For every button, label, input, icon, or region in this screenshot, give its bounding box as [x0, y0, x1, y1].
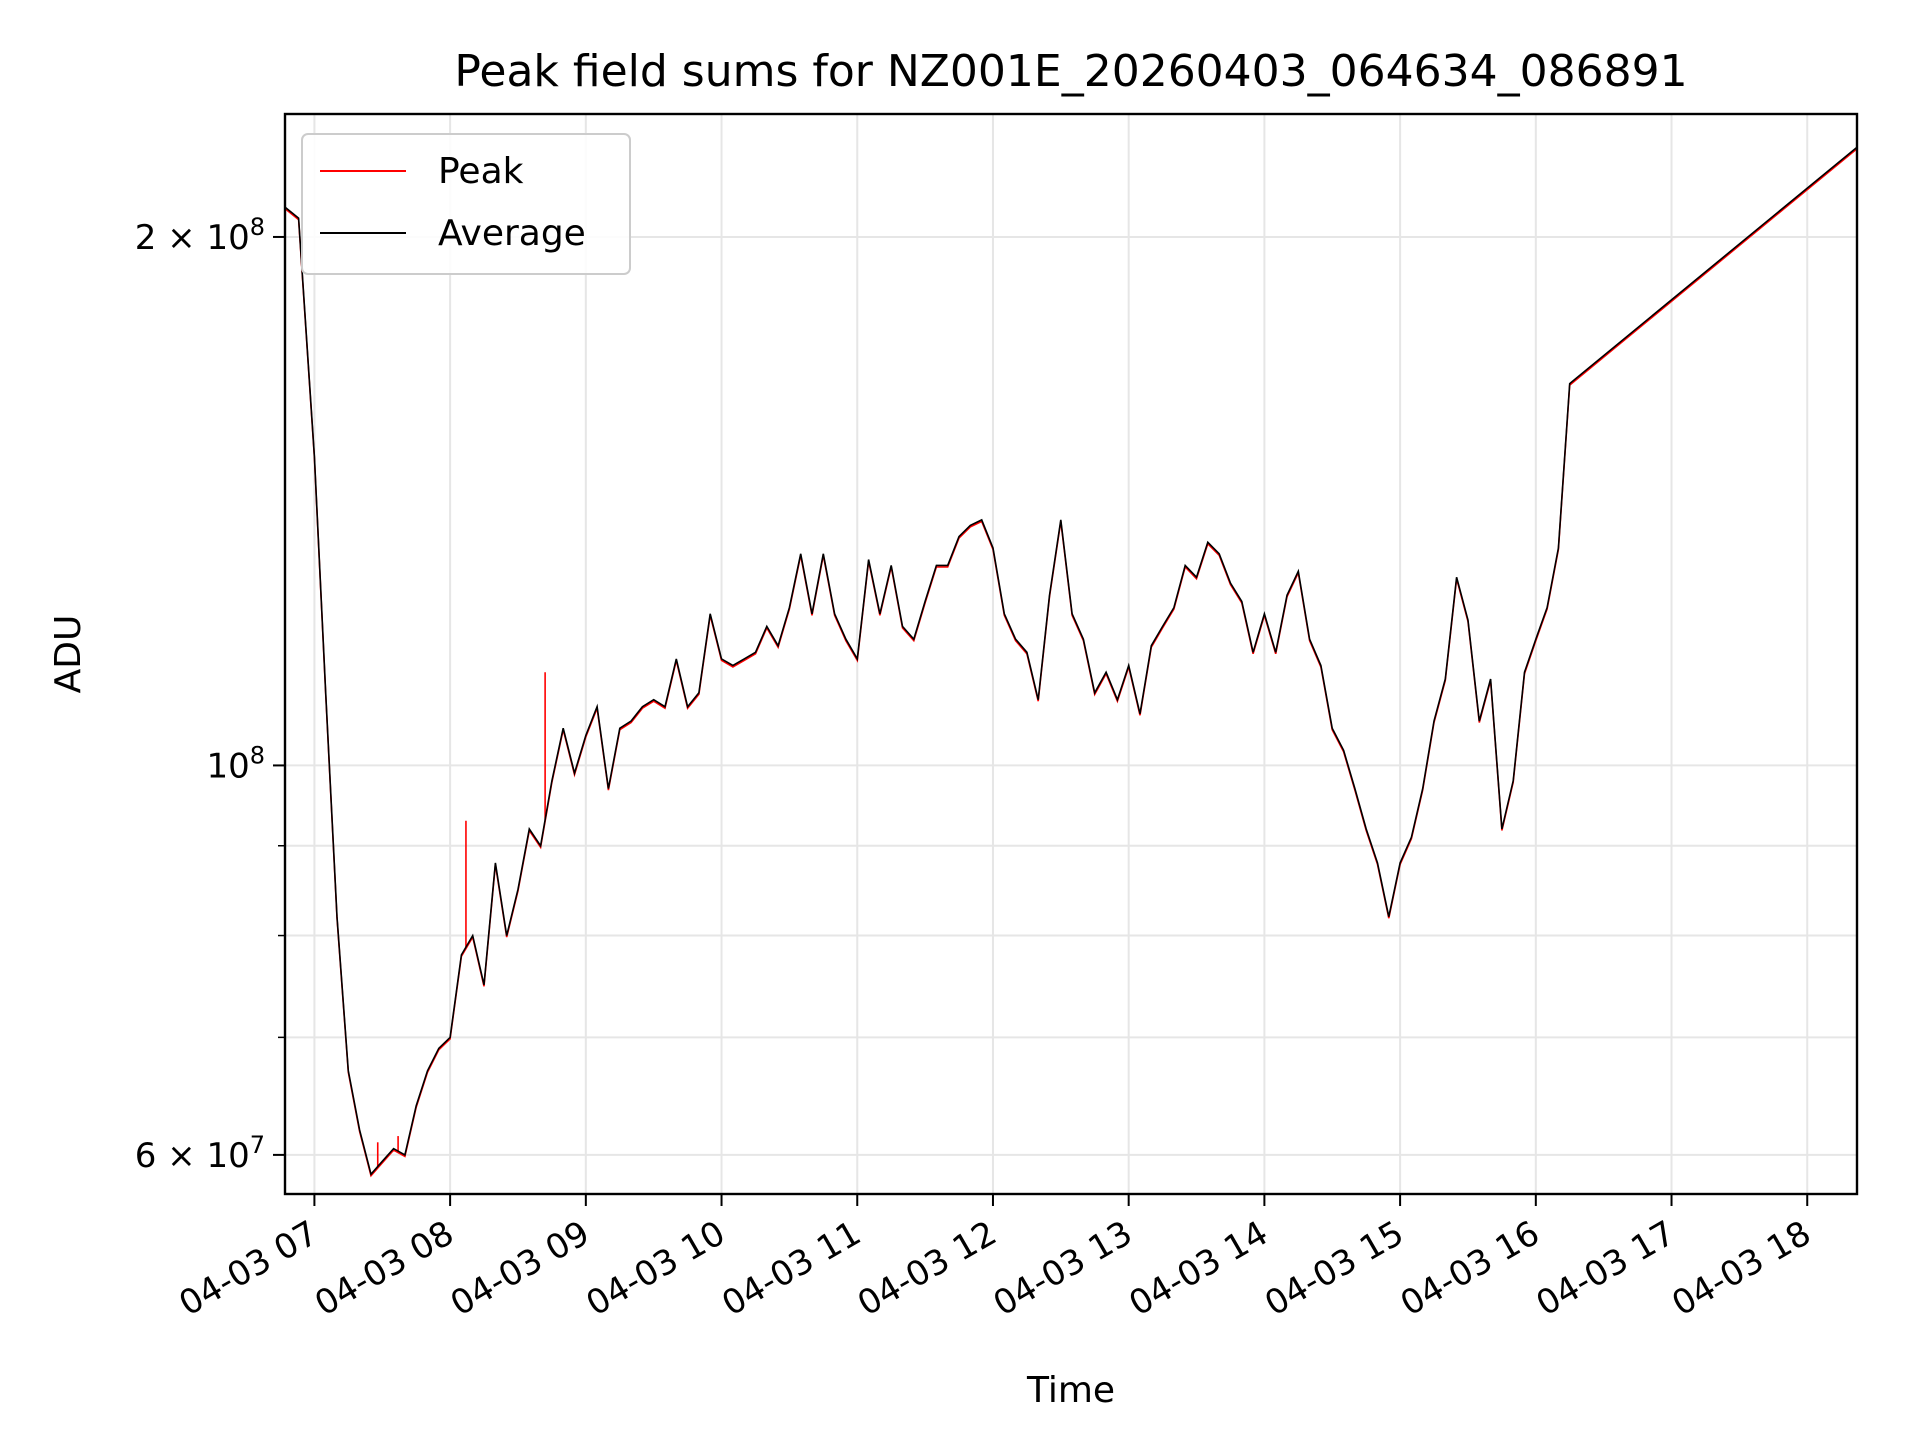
- legend: Peak Average: [301, 133, 631, 275]
- y-tick-exponent: 8: [250, 213, 265, 241]
- average-series-line: [284, 146, 1858, 1176]
- legend-label-peak: Peak: [438, 151, 524, 192]
- y-tick-label: 2 × 108: [135, 213, 265, 258]
- series-layer: [284, 146, 1858, 1178]
- legend-box: [301, 133, 631, 275]
- y-tick-label: 6 × 107: [135, 1131, 265, 1176]
- x-axis-label: Time: [1026, 1370, 1115, 1411]
- y-axis-label: ADU: [48, 615, 89, 694]
- chart-title: Peak field sums for NZ001E_20260403_0646…: [454, 46, 1687, 97]
- y-tick-exponent: 8: [250, 741, 265, 769]
- legend-label-average: Average: [438, 213, 586, 254]
- grid: [285, 114, 1857, 1194]
- plot-frame: [283, 112, 1859, 1196]
- y-tick-exponent: 7: [250, 1131, 265, 1159]
